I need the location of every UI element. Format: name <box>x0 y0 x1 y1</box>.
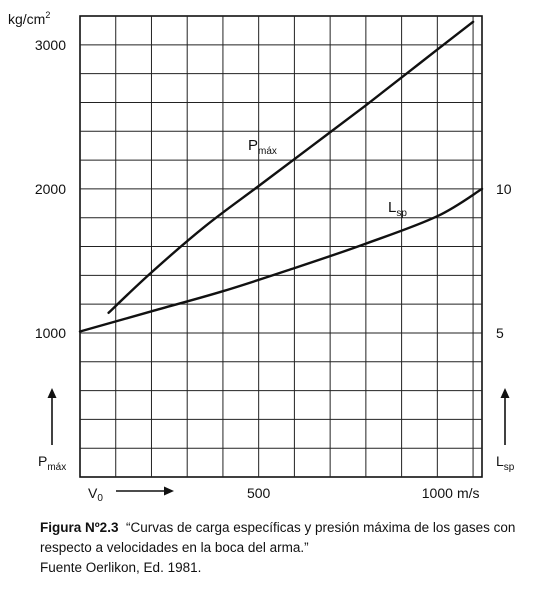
series-line-1 <box>107 20 475 314</box>
x-start-group: V0 <box>88 485 174 504</box>
y-left-label: Pmáx <box>38 453 66 473</box>
x-tick-label: 500 <box>247 485 271 501</box>
y-right-arrowhead <box>500 388 510 398</box>
series-label-2: Lsp <box>388 199 407 219</box>
y-left-unit-base: kg/cm <box>8 11 45 27</box>
x-start-arrowhead <box>164 486 174 496</box>
y-left-tick-label: 3000 <box>35 37 66 53</box>
y-right-tick-label: 10 <box>496 181 512 197</box>
x-unit: m/s <box>457 485 480 501</box>
y-right-label-group: Lsp <box>496 388 515 473</box>
y-left-unit-exp: 2 <box>45 10 50 20</box>
figure-caption: Figura Nº2.3 “Curvas de carga específica… <box>40 518 520 578</box>
x-tick-label: 1000 <box>422 485 453 501</box>
y-left-tick-label: 2000 <box>35 181 66 197</box>
chart: kg/cm2 1000 2000 3000 5 10 500 1000 Pmáx Lsp Pm… <box>8 10 515 504</box>
y-right-label: Lsp <box>496 453 515 473</box>
grid <box>79 15 483 478</box>
y-right-tick-label: 5 <box>496 325 504 341</box>
caption-text: “Curvas de carga específicas y presión m… <box>40 520 516 555</box>
curves: Pmáx Lsp <box>78 20 484 333</box>
y-left-tick-label: 1000 <box>35 325 66 341</box>
caption-lead: Figura Nº2.3 <box>40 520 119 535</box>
tick-labels: 1000 2000 3000 5 10 500 1000 <box>35 37 512 501</box>
x-start-label: V0 <box>88 485 103 504</box>
caption-source: Fuente Oerlikon, Ed. 1981. <box>40 560 202 575</box>
y-left-arrowhead <box>47 388 57 398</box>
series-line-2 <box>78 187 484 333</box>
y-left-label-group: Pmáx <box>38 388 66 473</box>
series-label-1: Pmáx <box>248 137 277 157</box>
y-left-unit: kg/cm2 <box>8 10 50 27</box>
